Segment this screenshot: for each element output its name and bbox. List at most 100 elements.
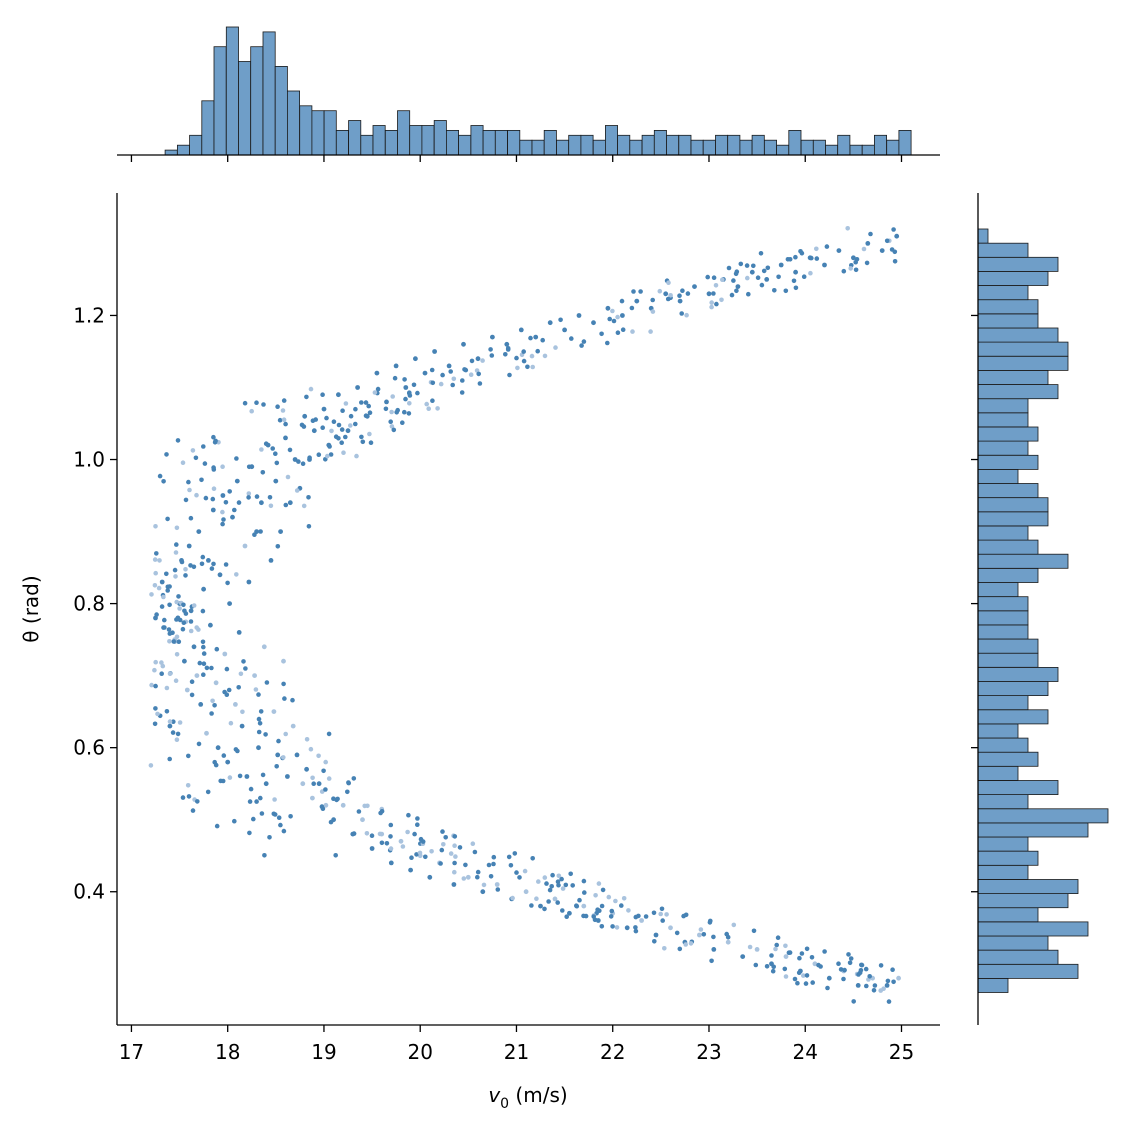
scatter-point bbox=[859, 962, 865, 968]
x-hist-bar bbox=[727, 134, 741, 156]
x-hist-bar bbox=[274, 66, 288, 156]
scatter-point bbox=[281, 417, 287, 423]
scatter-point bbox=[257, 721, 263, 726]
scatter-point bbox=[529, 903, 534, 908]
scatter-point bbox=[440, 372, 445, 378]
scatter-point bbox=[225, 759, 231, 765]
scatter-point bbox=[825, 985, 830, 991]
scatter-point bbox=[220, 521, 225, 527]
scatter-point bbox=[336, 436, 341, 441]
scatter-point bbox=[316, 753, 321, 759]
scatter-point bbox=[556, 882, 561, 888]
x-hist-bar bbox=[164, 149, 178, 156]
scatter-point bbox=[206, 558, 211, 563]
x-axis-label-symbol: v bbox=[488, 1083, 501, 1107]
scatter-point bbox=[596, 881, 602, 886]
scatter-point bbox=[307, 455, 312, 461]
scatter-point bbox=[529, 353, 535, 359]
scatter-point bbox=[306, 495, 311, 500]
y-hist-bar bbox=[977, 723, 1019, 739]
scatter-point bbox=[227, 775, 233, 780]
scatter-point bbox=[577, 897, 582, 903]
x-hist-bar bbox=[702, 139, 716, 156]
scatter-point bbox=[488, 874, 494, 879]
scatter-point bbox=[711, 947, 717, 952]
scatter-point bbox=[486, 862, 492, 868]
y-hist-bar bbox=[977, 497, 1049, 513]
scatter-point bbox=[188, 628, 194, 634]
scatter-point bbox=[161, 479, 166, 484]
scatter-point bbox=[167, 723, 173, 729]
y-hist-bar bbox=[977, 270, 1049, 286]
x-tick-label: 23 bbox=[696, 1040, 721, 1064]
x-hist-bar bbox=[433, 120, 447, 156]
scatter-point bbox=[556, 873, 562, 879]
scatter-point bbox=[174, 599, 179, 605]
scatter-point bbox=[198, 702, 204, 707]
scatter-point bbox=[626, 908, 631, 913]
scatter-point bbox=[714, 301, 719, 307]
scatter-point bbox=[372, 390, 378, 395]
scatter-point bbox=[769, 953, 774, 958]
scatter-point bbox=[176, 594, 181, 599]
scatter-point bbox=[256, 716, 262, 722]
scatter-point bbox=[311, 428, 317, 434]
scatter-point bbox=[785, 257, 791, 262]
x-hist-bar bbox=[323, 110, 337, 156]
x-hist-bar bbox=[348, 120, 362, 156]
scatter-point bbox=[164, 452, 169, 457]
scatter-point bbox=[177, 617, 183, 623]
x-hist-bar bbox=[629, 139, 643, 156]
scatter-point bbox=[183, 567, 188, 572]
scatter-point bbox=[863, 966, 869, 972]
scatter-point bbox=[747, 944, 753, 950]
x-hist-bar bbox=[825, 144, 839, 156]
scatter-point bbox=[299, 422, 305, 428]
scatter-point bbox=[523, 889, 529, 895]
scatter-point bbox=[180, 795, 186, 800]
scatter-point bbox=[491, 861, 496, 867]
scatter-point bbox=[281, 398, 287, 403]
scatter-point bbox=[188, 515, 194, 521]
scatter-point bbox=[351, 776, 357, 781]
scatter-point bbox=[506, 854, 512, 860]
scatter-point bbox=[791, 278, 797, 284]
scatter-point bbox=[680, 288, 685, 294]
scatter-point bbox=[327, 444, 332, 449]
x-hist-bar bbox=[678, 134, 692, 156]
scatter-point bbox=[657, 288, 663, 294]
scatter-point bbox=[336, 422, 342, 428]
tick-labels: 17 18 19 20 21 22 23 24 25 0.4 0.6 0.8 1.0 1.2 bbox=[73, 155, 978, 1064]
scatter-point bbox=[841, 268, 847, 274]
x-hist-bar bbox=[556, 139, 570, 156]
scatter-point bbox=[402, 377, 407, 382]
y-hist-bar bbox=[977, 850, 1039, 866]
scatter-point bbox=[281, 658, 286, 664]
x-hist-bar bbox=[605, 125, 619, 156]
scatter-point bbox=[812, 961, 818, 967]
scatter-point bbox=[854, 257, 860, 262]
scatter-point bbox=[281, 755, 286, 760]
scatter-point bbox=[311, 781, 317, 786]
scatter-point bbox=[296, 459, 301, 464]
scatter-point bbox=[283, 731, 289, 737]
scatter-point bbox=[865, 241, 871, 246]
scatter-point bbox=[521, 358, 527, 364]
scatter-point bbox=[375, 386, 381, 392]
scatter-point bbox=[599, 903, 605, 909]
scatter-point bbox=[772, 288, 777, 293]
scatter-point bbox=[515, 365, 520, 371]
scatter-point bbox=[864, 260, 870, 266]
scatter-point bbox=[891, 227, 896, 232]
scatter-point bbox=[709, 958, 714, 964]
scatter-point bbox=[388, 846, 394, 851]
scatter-point bbox=[233, 702, 238, 707]
scatter-point bbox=[542, 353, 548, 359]
scatter-point bbox=[861, 246, 867, 252]
scatter-point bbox=[749, 269, 755, 275]
scatter-point bbox=[260, 772, 266, 778]
scatter-point bbox=[209, 566, 215, 571]
scatter-point bbox=[885, 978, 891, 984]
scatter-point bbox=[263, 732, 268, 737]
scatter-point bbox=[237, 773, 243, 779]
